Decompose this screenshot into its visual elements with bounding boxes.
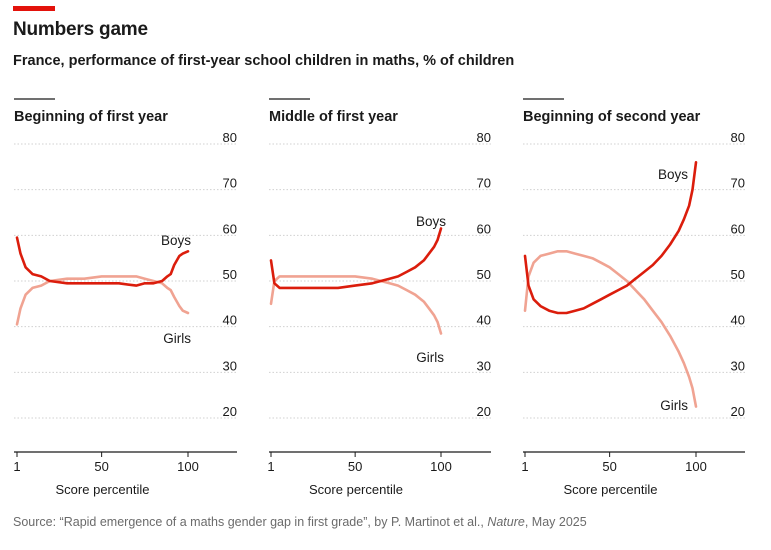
x-tick-label: 50 (348, 459, 362, 474)
y-tick-label: 80 (223, 130, 237, 145)
x-tick-label: 1 (13, 459, 20, 474)
y-tick-label: 60 (477, 221, 491, 236)
y-tick-label: 30 (731, 358, 745, 373)
y-tick-label: 30 (477, 358, 491, 373)
series-line-girls (15, 275, 190, 326)
chart-panel-2: Middle of first year 20 30 40 50 60 70 80 1 50 100… (267, 98, 491, 497)
chart-panel-3: Beginning of second year 20 30 40 50 60 70 80 1 5… (521, 98, 745, 497)
chart-subtitle: France, performance of first-year school… (13, 53, 515, 69)
y-tick-label: 70 (477, 176, 491, 191)
source-note: Source: “Rapid emergence of a maths gend… (13, 515, 587, 529)
chart-title: Numbers game (13, 19, 148, 40)
y-tick-label: 60 (223, 221, 237, 236)
chart-panel-1: Beginning of first year 20 30 40 50 60 70 80 1 50… (13, 98, 237, 497)
y-tick-label: 40 (223, 313, 237, 328)
series-line-boys (15, 236, 190, 287)
x-tick-label: 1 (267, 459, 274, 474)
series-line-boys (269, 227, 443, 290)
y-tick-label: 50 (223, 267, 237, 282)
y-tick-label: 70 (731, 176, 745, 191)
x-tick-label: 50 (94, 459, 108, 474)
y-tick-label: 50 (477, 267, 491, 282)
x-tick-label: 100 (430, 459, 452, 474)
series-label-boys: Boys (416, 214, 446, 229)
y-tick-label: 50 (731, 267, 745, 282)
y-tick-label: 70 (223, 176, 237, 191)
series-label-boys: Boys (658, 167, 688, 182)
x-tick-label: 100 (685, 459, 707, 474)
series-line-boys (523, 161, 698, 315)
panel-title: Beginning of first year (14, 109, 168, 125)
source-suffix: , May 2025 (524, 515, 587, 529)
y-tick-label: 80 (477, 130, 491, 145)
y-tick-label: 20 (477, 404, 491, 419)
y-tick-label: 60 (731, 221, 745, 236)
y-tick-label: 30 (223, 358, 237, 373)
series-label-boys: Boys (161, 233, 191, 248)
x-tick-label: 50 (602, 459, 616, 474)
series-label-girls: Girls (163, 331, 191, 346)
series-label-girls: Girls (660, 398, 688, 413)
x-tick-label: 1 (521, 459, 528, 474)
series-label-girls: Girls (416, 350, 444, 365)
x-tick-label: 100 (177, 459, 199, 474)
y-tick-label: 80 (731, 130, 745, 145)
panel-title: Beginning of second year (523, 109, 701, 125)
brand-accent-bar (13, 6, 55, 11)
charts-canvas: Beginning of first year 20 30 40 50 60 70 80 1 50… (13, 98, 745, 497)
series-line-girls (523, 250, 698, 408)
x-axis-label: Score percentile (309, 482, 403, 497)
y-tick-label: 40 (477, 313, 491, 328)
source-prefix: Source: “Rapid emergence of a maths gend… (13, 515, 488, 529)
panel-title: Middle of first year (269, 109, 398, 125)
y-tick-label: 20 (731, 404, 745, 419)
x-axis-label: Score percentile (56, 482, 150, 497)
y-tick-label: 20 (223, 404, 237, 419)
y-tick-label: 40 (731, 313, 745, 328)
source-journal: Nature (487, 515, 525, 529)
x-axis-label: Score percentile (564, 482, 658, 497)
